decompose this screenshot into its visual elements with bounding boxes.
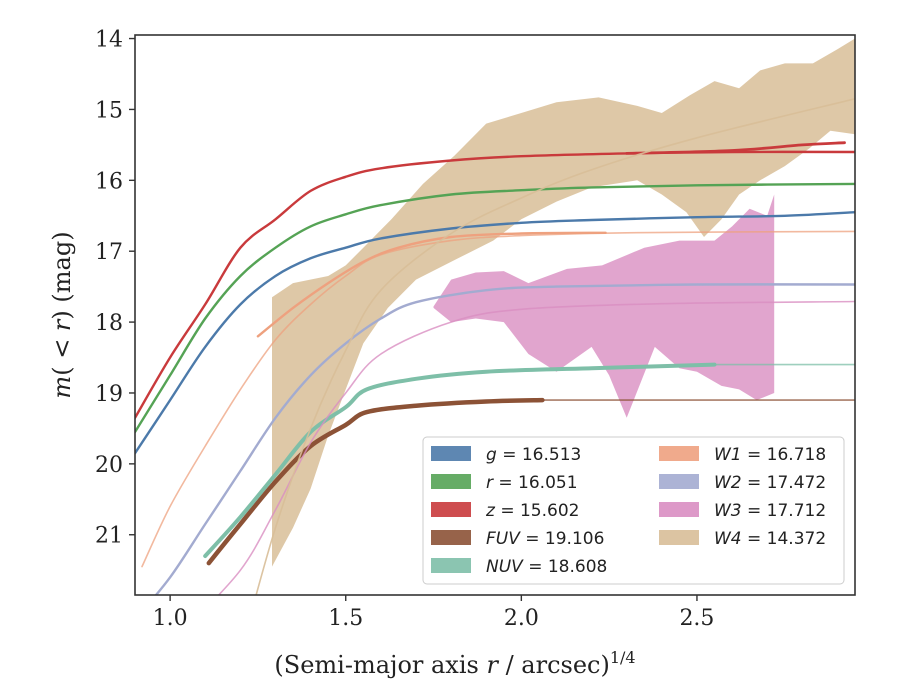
legend-label-r: r = 16.051: [486, 473, 578, 493]
series-z-profile: [625, 141, 846, 155]
x-tick-label: 1.0: [153, 606, 188, 631]
legend-swatch-g: [431, 446, 471, 461]
legend-label-g: g = 16.513: [486, 445, 581, 465]
y-tick-label: 19: [95, 382, 123, 407]
plot-frame: [134, 34, 856, 596]
series-w3-model: [217, 300, 855, 595]
series-w1-model: [141, 230, 855, 568]
y-tick-label: 17: [95, 240, 123, 265]
legend-label-w4: W4 = 14.372: [714, 529, 826, 549]
legend-swatch-w2: [659, 474, 699, 489]
legend-swatch-fuv: [431, 530, 471, 545]
y-tick-label: 20: [95, 453, 123, 478]
series-r: [135, 182, 855, 434]
y-axis-ticks: 14 15 16 17 18 19 20 21: [95, 28, 135, 549]
series-w1: [256, 231, 607, 338]
legend-swatch-w4: [659, 530, 699, 545]
x-axis-title: (Semi-major axis r / arcsec)1/4: [274, 648, 635, 679]
legend-swatch-z: [431, 502, 471, 517]
uncertainty-bands: [272, 38, 855, 567]
x-tick-label: 2.5: [679, 606, 714, 631]
band-w4: [272, 38, 855, 567]
legend-label-nuv: NUV = 18.608: [486, 557, 607, 577]
x-tick-label: 1.5: [328, 606, 363, 631]
legend-swatch-nuv: [431, 558, 471, 573]
legend-swatch-w1: [659, 446, 699, 461]
series-w2: [154, 283, 855, 595]
legend-label-w2: W2 = 17.472: [714, 473, 826, 493]
y-tick-label: 21: [95, 524, 123, 549]
x-tick-label: 2.0: [504, 606, 539, 631]
series-nuv: [203, 362, 717, 558]
legend-label-z: z = 15.602: [485, 501, 579, 521]
y-tick-label: 15: [95, 98, 123, 123]
y-tick-label: 18: [95, 311, 123, 336]
legend-swatch-w3: [659, 502, 699, 517]
band-w3: [433, 194, 775, 418]
x-axis-ticks: 1.0 1.5 2.0 2.5: [153, 595, 714, 631]
series-g: [135, 211, 855, 455]
legend: g = 16.513 r = 16.051 z = 15.602 FUV = 19.1…: [422, 436, 845, 585]
legend-label-fuv: FUV = 19.106: [486, 529, 604, 549]
y-tick-label: 14: [95, 28, 123, 53]
legend-swatch-r: [431, 474, 471, 489]
y-axis-title: m( < r) (mag): [48, 231, 76, 398]
legend-label-w1: W1 = 16.718: [714, 445, 826, 465]
series-fuv: [206, 397, 545, 566]
series-w4-model: [255, 98, 855, 595]
y-tick-label: 16: [95, 169, 123, 194]
legend-label-w3: W3 = 17.712: [714, 501, 826, 521]
profile-curves: [135, 98, 855, 595]
legend-box: [422, 436, 845, 585]
